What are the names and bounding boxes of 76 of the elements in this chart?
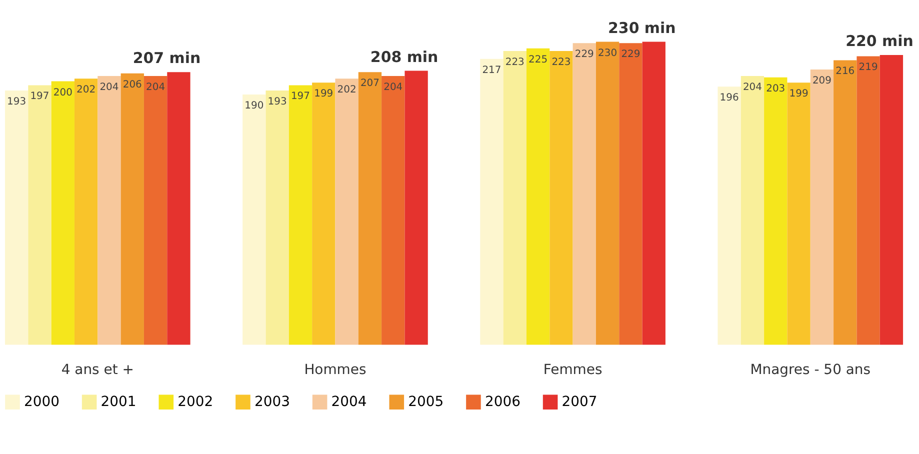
bar bbox=[596, 42, 620, 345]
legend-label: 2004 bbox=[331, 394, 367, 410]
data-label: 225 bbox=[528, 54, 548, 66]
data-label: 204 bbox=[100, 82, 119, 93]
legend-label: 2007 bbox=[562, 394, 598, 410]
legend-label: 2002 bbox=[178, 394, 214, 410]
data-label: 200 bbox=[53, 87, 72, 98]
bar bbox=[242, 94, 266, 345]
data-label: 197 bbox=[30, 91, 50, 102]
data-label: 197 bbox=[290, 91, 310, 102]
data-label: 207 min bbox=[132, 49, 201, 68]
data-label: 230 min bbox=[608, 18, 676, 37]
bar bbox=[312, 82, 336, 345]
x-tick-label: Femmes bbox=[543, 362, 602, 378]
data-label: 202 bbox=[337, 84, 356, 96]
bar bbox=[550, 51, 573, 345]
data-label: 207 bbox=[360, 78, 380, 90]
bar bbox=[4, 90, 28, 345]
data-label: 219 bbox=[858, 62, 878, 74]
bar bbox=[51, 81, 74, 345]
bar bbox=[167, 72, 190, 345]
bar bbox=[120, 73, 144, 345]
bar bbox=[358, 72, 382, 345]
data-label: 204 bbox=[384, 82, 403, 93]
bar bbox=[503, 51, 526, 345]
bar bbox=[74, 78, 98, 345]
data-label: 206 bbox=[122, 79, 142, 90]
bar bbox=[718, 86, 741, 345]
bar bbox=[266, 90, 289, 345]
legend-label: 2000 bbox=[24, 394, 60, 410]
bar bbox=[740, 76, 764, 345]
legend-label: 2005 bbox=[408, 394, 444, 410]
bar bbox=[480, 58, 504, 345]
data-label: 216 bbox=[836, 66, 855, 78]
data-label: 208 min bbox=[370, 48, 438, 66]
x-tick-label: 4 ans et + bbox=[61, 362, 134, 378]
data-label: 223 bbox=[505, 56, 524, 68]
data-label: 193 bbox=[268, 96, 287, 108]
bar bbox=[572, 43, 596, 345]
data-label: 229 bbox=[574, 49, 594, 60]
bar bbox=[880, 54, 904, 345]
data-label: 223 bbox=[552, 56, 571, 68]
x-tick-label: Hommes bbox=[304, 362, 366, 378]
bar bbox=[382, 76, 405, 345]
bar bbox=[98, 76, 121, 345]
data-label: 190 bbox=[244, 100, 264, 112]
x-tick-label: Mnagres - 50 ans bbox=[750, 362, 871, 378]
bar bbox=[856, 56, 880, 345]
bar bbox=[787, 82, 810, 345]
bar bbox=[526, 48, 550, 345]
data-label: 217 bbox=[482, 64, 502, 76]
bar bbox=[288, 85, 312, 345]
data-label: 204 bbox=[146, 82, 166, 93]
bar bbox=[834, 60, 857, 345]
data-label: 220 min bbox=[846, 32, 914, 50]
bar bbox=[764, 77, 788, 345]
bar bbox=[28, 85, 52, 345]
data-label: 202 bbox=[76, 84, 96, 96]
data-label: 230 bbox=[598, 48, 618, 59]
data-label: 193 bbox=[7, 96, 26, 108]
legend-label: 2006 bbox=[484, 394, 520, 410]
bar bbox=[335, 78, 358, 345]
data-label: 203 bbox=[766, 83, 786, 94]
bar bbox=[144, 76, 168, 345]
data-label: 196 bbox=[720, 92, 739, 104]
bar bbox=[404, 70, 428, 345]
data-label: 204 bbox=[742, 82, 762, 93]
bar bbox=[642, 42, 666, 345]
data-label: 209 bbox=[812, 75, 832, 86]
data-label: 229 bbox=[621, 49, 640, 60]
legend-label: 2003 bbox=[254, 394, 290, 410]
bar bbox=[810, 69, 834, 345]
legend-label: 2001 bbox=[100, 394, 136, 410]
data-label: 199 bbox=[789, 88, 808, 100]
bar bbox=[619, 43, 642, 345]
data-label: 199 bbox=[314, 88, 334, 100]
